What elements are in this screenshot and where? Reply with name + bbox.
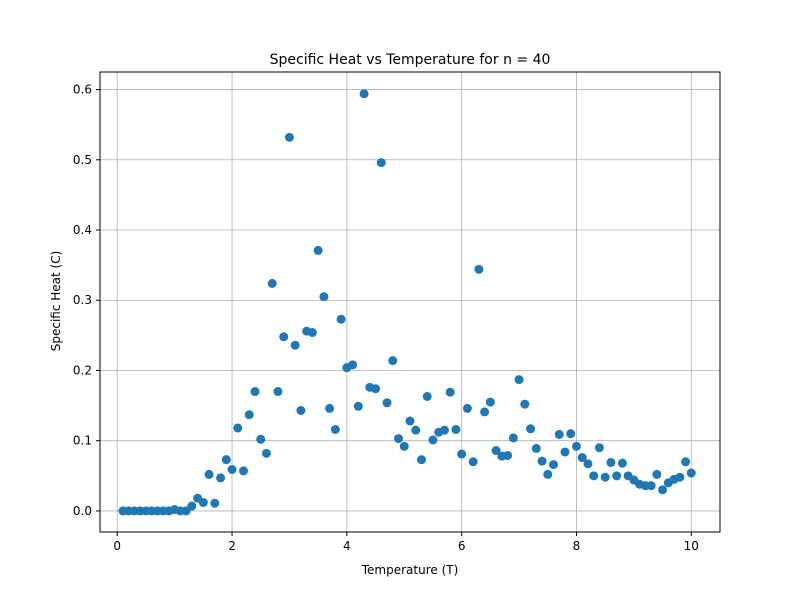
data-point bbox=[221, 455, 231, 465]
data-point bbox=[399, 441, 409, 451]
data-point bbox=[388, 356, 398, 366]
data-point bbox=[457, 449, 467, 459]
data-point bbox=[549, 460, 559, 470]
y-tick-label: 0.1 bbox=[73, 434, 92, 448]
data-point bbox=[537, 456, 547, 466]
data-point bbox=[330, 424, 340, 434]
data-point bbox=[445, 387, 455, 397]
x-axis-ticks: 0 2 4 6 8 10 bbox=[113, 532, 699, 553]
data-point bbox=[187, 501, 197, 511]
data-point bbox=[646, 481, 656, 491]
data-point bbox=[480, 407, 490, 417]
data-point bbox=[411, 425, 421, 435]
x-tick-label: 0 bbox=[113, 539, 121, 553]
data-point bbox=[468, 457, 478, 467]
data-point bbox=[198, 498, 208, 508]
data-point bbox=[359, 89, 369, 99]
y-axis-ticks: 0.0 0.1 0.2 0.3 0.4 0.5 0.6 bbox=[73, 83, 100, 518]
data-point bbox=[422, 391, 432, 401]
data-point bbox=[325, 403, 335, 413]
data-point bbox=[210, 498, 220, 508]
data-point bbox=[675, 472, 685, 482]
y-axis-label: Specific Heat (C) bbox=[49, 251, 63, 352]
data-point bbox=[273, 387, 283, 397]
chart-title: Specific Heat vs Temperature for n = 40 bbox=[270, 52, 551, 68]
data-point bbox=[594, 443, 604, 453]
grid bbox=[100, 72, 720, 532]
data-point bbox=[606, 457, 616, 467]
x-tick-label: 10 bbox=[684, 539, 699, 553]
y-tick-label: 0.4 bbox=[73, 223, 92, 237]
data-point bbox=[451, 424, 461, 434]
data-point bbox=[394, 434, 404, 444]
y-tick-label: 0.5 bbox=[73, 153, 92, 167]
data-point bbox=[416, 455, 426, 465]
data-point bbox=[313, 245, 323, 255]
data-point bbox=[612, 471, 622, 481]
data-point bbox=[250, 387, 260, 397]
plot-frame bbox=[99, 71, 721, 533]
data-point bbox=[284, 132, 294, 142]
data-point bbox=[520, 399, 530, 409]
data-point bbox=[514, 375, 524, 385]
data-point bbox=[686, 468, 696, 478]
data-point bbox=[376, 158, 386, 168]
data-point bbox=[371, 384, 381, 394]
data-point bbox=[658, 485, 668, 495]
data-point bbox=[583, 459, 593, 469]
x-tick-label: 6 bbox=[458, 539, 466, 553]
data-points bbox=[118, 89, 696, 516]
data-point bbox=[652, 469, 662, 479]
y-tick-label: 0.6 bbox=[73, 83, 92, 97]
data-point bbox=[336, 314, 346, 324]
data-point bbox=[462, 403, 472, 413]
data-point bbox=[428, 435, 438, 445]
data-point bbox=[491, 446, 501, 456]
data-point bbox=[261, 448, 271, 458]
data-point bbox=[526, 424, 536, 434]
x-tick-label: 2 bbox=[228, 539, 236, 553]
data-point bbox=[474, 264, 484, 274]
data-point bbox=[560, 447, 570, 457]
x-axis-label: Temperature (T) bbox=[361, 563, 459, 577]
data-point bbox=[319, 292, 329, 302]
data-point bbox=[296, 406, 306, 416]
data-point bbox=[508, 433, 518, 443]
data-point bbox=[531, 443, 541, 453]
data-point bbox=[543, 469, 553, 479]
data-point bbox=[216, 473, 226, 483]
data-point bbox=[233, 423, 243, 433]
x-tick-label: 4 bbox=[343, 539, 351, 553]
data-point bbox=[503, 450, 513, 460]
data-point bbox=[617, 458, 627, 468]
data-point bbox=[571, 441, 581, 451]
data-point bbox=[577, 453, 587, 463]
data-point bbox=[405, 416, 415, 426]
data-point bbox=[485, 397, 495, 407]
data-point bbox=[290, 340, 300, 350]
data-point bbox=[307, 328, 317, 338]
data-point bbox=[382, 398, 392, 408]
x-tick-label: 8 bbox=[573, 539, 581, 553]
data-point bbox=[256, 434, 266, 444]
data-point bbox=[348, 360, 358, 370]
y-tick-label: 0.3 bbox=[73, 293, 92, 307]
data-point bbox=[267, 278, 277, 288]
data-point bbox=[554, 429, 564, 439]
y-tick-label: 0.0 bbox=[73, 504, 92, 518]
data-point bbox=[439, 425, 449, 435]
data-point bbox=[353, 401, 363, 411]
data-point bbox=[589, 471, 599, 481]
data-point bbox=[566, 429, 576, 439]
data-point bbox=[681, 457, 691, 467]
data-point bbox=[204, 469, 214, 479]
data-point bbox=[279, 332, 289, 342]
data-point bbox=[227, 464, 237, 474]
y-tick-label: 0.2 bbox=[73, 363, 92, 377]
data-point bbox=[600, 472, 610, 482]
data-point bbox=[239, 466, 249, 476]
data-point bbox=[244, 410, 254, 420]
